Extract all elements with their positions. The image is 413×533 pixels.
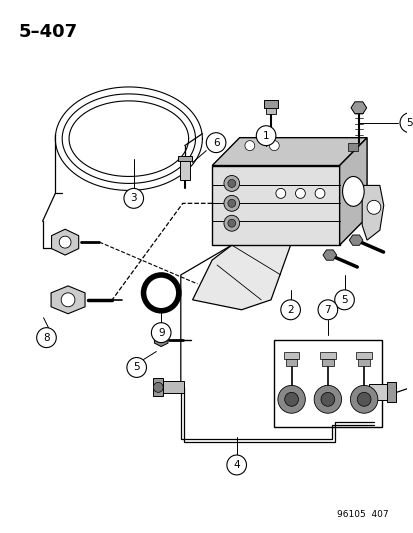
Bar (273, 340, 381, 427)
Circle shape (226, 455, 246, 475)
Circle shape (334, 290, 354, 310)
Circle shape (227, 180, 235, 188)
Polygon shape (349, 235, 362, 245)
Ellipse shape (342, 176, 363, 206)
Circle shape (280, 300, 300, 320)
Circle shape (151, 322, 171, 343)
Circle shape (356, 392, 370, 406)
Circle shape (227, 219, 235, 227)
Text: 5: 5 (133, 362, 140, 373)
Circle shape (59, 236, 71, 248)
Circle shape (244, 141, 254, 151)
Circle shape (256, 126, 275, 146)
Circle shape (320, 392, 334, 406)
Bar (283, 352, 299, 359)
Text: 1: 1 (262, 131, 269, 141)
Polygon shape (212, 138, 366, 166)
Polygon shape (212, 166, 339, 245)
Bar (357, 359, 369, 367)
Circle shape (277, 385, 304, 413)
Bar (156, 382, 183, 393)
Circle shape (37, 328, 56, 348)
Circle shape (317, 300, 337, 320)
Text: 5: 5 (406, 118, 412, 128)
Circle shape (399, 113, 413, 133)
Text: 5: 5 (340, 295, 347, 305)
Bar (321, 359, 333, 367)
Circle shape (314, 188, 324, 198)
Text: 96105  407: 96105 407 (336, 510, 388, 519)
Bar (263, 100, 277, 108)
Circle shape (126, 358, 146, 377)
Circle shape (275, 188, 285, 198)
Circle shape (153, 382, 163, 392)
Text: 8: 8 (43, 333, 50, 343)
Bar (356, 352, 371, 359)
Circle shape (313, 385, 341, 413)
Circle shape (61, 293, 75, 307)
Circle shape (295, 188, 304, 198)
Circle shape (366, 200, 380, 214)
Circle shape (223, 196, 239, 211)
Text: 3: 3 (130, 193, 137, 204)
Circle shape (269, 141, 278, 151)
Bar (179, 158, 189, 181)
Circle shape (123, 188, 143, 208)
Polygon shape (154, 333, 168, 346)
Bar (266, 108, 275, 114)
Polygon shape (51, 229, 78, 255)
Bar (319, 352, 335, 359)
Circle shape (227, 199, 235, 207)
Circle shape (223, 215, 239, 231)
Circle shape (223, 175, 239, 191)
Polygon shape (51, 286, 85, 314)
Circle shape (349, 385, 377, 413)
Circle shape (284, 392, 298, 406)
Text: 6: 6 (212, 138, 219, 148)
Text: 9: 9 (157, 328, 164, 337)
Polygon shape (339, 138, 366, 245)
Circle shape (206, 133, 225, 152)
Polygon shape (192, 245, 290, 310)
Text: 7: 7 (324, 305, 330, 315)
Polygon shape (350, 102, 366, 114)
Polygon shape (322, 250, 336, 260)
Polygon shape (361, 185, 383, 240)
Bar (153, 378, 163, 397)
Bar (178, 156, 191, 160)
Bar (347, 143, 357, 151)
Bar (285, 359, 297, 367)
Text: 2: 2 (287, 305, 293, 315)
Text: 5–407: 5–407 (19, 23, 78, 41)
Bar (368, 384, 390, 400)
Bar (386, 382, 396, 402)
Text: 4: 4 (233, 460, 240, 470)
